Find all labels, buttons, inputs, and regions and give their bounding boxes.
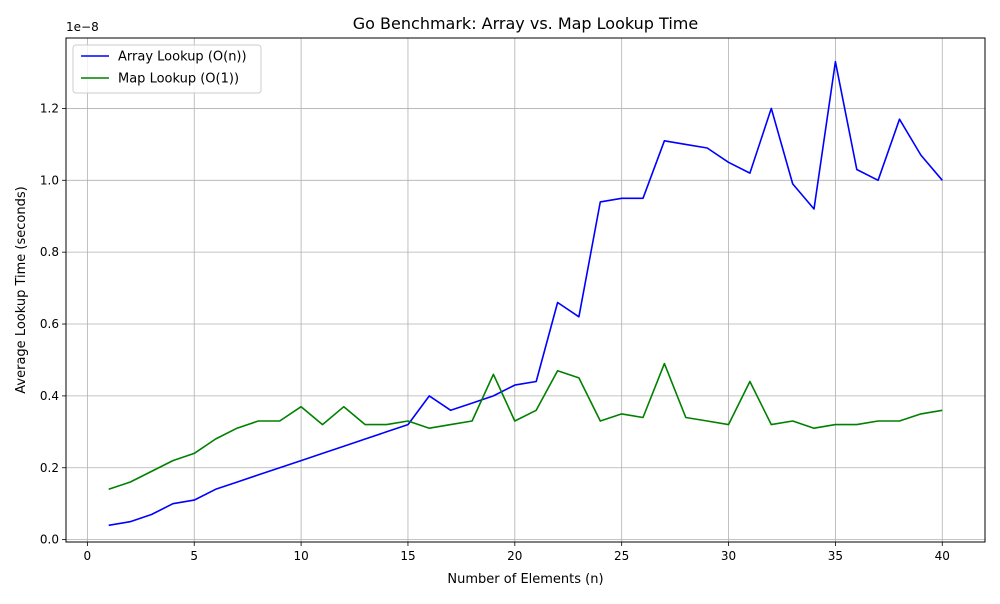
legend-box <box>72 44 262 94</box>
x-tick-label: 25 <box>614 549 629 563</box>
tick-layer: 0 5 10 15 20 25 30 35 40 0.0 0.2 0.4 0.6 0.8 1.0 1.2 <box>40 101 950 563</box>
chart-title: Go Benchmark: Array vs. Map Lookup Time <box>353 14 698 33</box>
series-line <box>108 60 943 527</box>
x-tick-label: 20 <box>507 549 522 563</box>
x-tick-label: 15 <box>400 549 415 563</box>
legend: Array Lookup (O(n)) Map Lookup (O(1)) <box>72 44 262 94</box>
series-layer <box>108 60 943 527</box>
plot-frame <box>65 37 986 543</box>
x-tick-label: 40 <box>935 549 950 563</box>
legend-label: Array Lookup (O(n)) <box>118 50 247 65</box>
x-tick-label: 10 <box>293 549 308 563</box>
y-axis-offset-label: 1e−8 <box>66 20 99 34</box>
x-tick-label: 30 <box>721 549 736 563</box>
grid-layer <box>66 38 985 542</box>
x-tick-label: 0 <box>84 549 92 563</box>
y-tick-label: 1.2 <box>40 101 59 115</box>
y-tick-label: 0.4 <box>40 389 59 403</box>
legend-label: Map Lookup (O(1)) <box>118 72 239 87</box>
y-tick-label: 0.0 <box>40 533 59 547</box>
legend-items: Array Lookup (O(n)) Map Lookup (O(1)) <box>81 50 247 87</box>
y-axis-title: Average Lookup Time (seconds) <box>14 186 29 393</box>
y-tick-label: 0.6 <box>40 317 59 331</box>
series-line <box>108 362 943 491</box>
x-tick-label: 5 <box>190 549 198 563</box>
y-tick-label: 0.2 <box>40 461 59 475</box>
x-axis-title: Number of Elements (n) <box>447 572 603 587</box>
y-tick-label: 0.8 <box>40 245 59 259</box>
y-tick-label: 1.0 <box>40 173 59 187</box>
x-tick-label: 35 <box>828 549 843 563</box>
